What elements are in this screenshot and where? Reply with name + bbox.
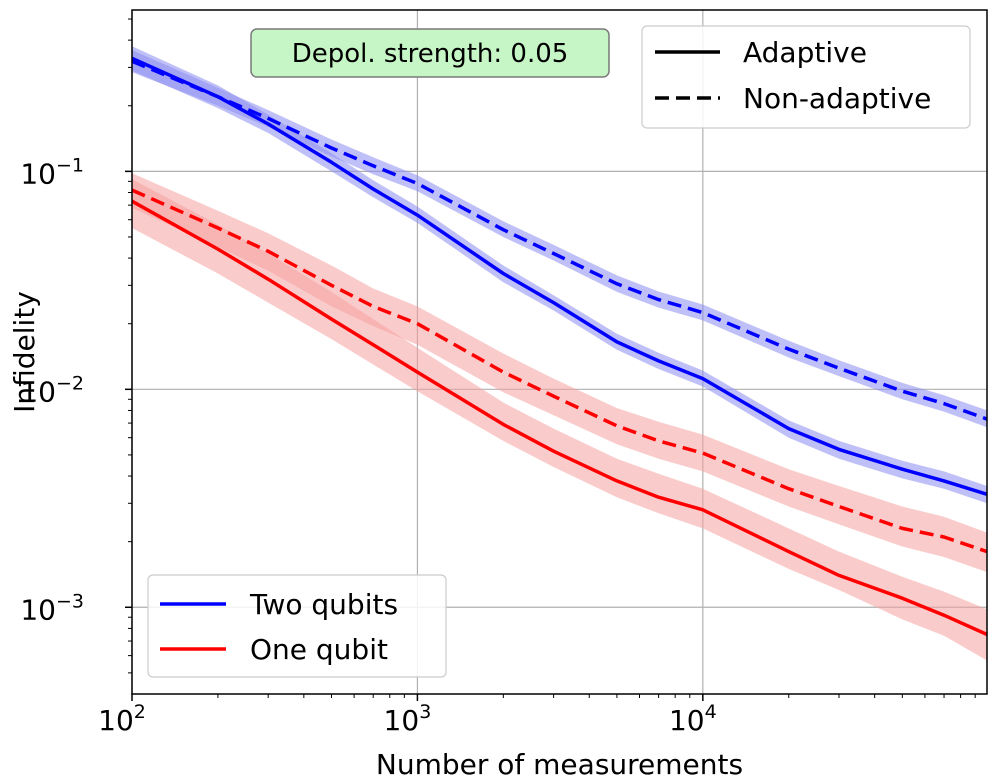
y-tick-label: 10−3 (20, 590, 84, 626)
annotation-text: Depol. strength: 0.05 (292, 39, 569, 69)
confidence-bands (132, 46, 987, 661)
y-axis-label: Infidelity (8, 291, 41, 413)
legend-qubits-box (147, 574, 447, 678)
band-two-qubits-non-adaptive (132, 50, 987, 428)
x-tick-label: 102 (98, 701, 146, 737)
series-two-qubits-non-adaptive (131, 59, 988, 421)
legend-one-qubit-label: One qubit (250, 633, 388, 666)
legend-style-box (641, 25, 971, 129)
x-tick-label: 103 (384, 701, 432, 737)
series-one-qubit-adaptive (131, 199, 988, 637)
axis-ticks: 102 103 104 10−3 10−2 10−1 (20, 18, 976, 737)
series-lines (131, 56, 988, 637)
annotation-box (250, 28, 610, 78)
plot-frame (131, 9, 988, 695)
x-tick-label: 104 (669, 701, 717, 737)
series-one-qubit-non-adaptive (131, 188, 988, 554)
legend-line-style: Adaptive Non-adaptive (641, 25, 971, 129)
x-axis-label: Number of measurements (376, 748, 743, 781)
legend-non-adaptive-label: Non-adaptive (743, 82, 931, 115)
y-tick-label: 10−1 (20, 154, 84, 190)
legend-qubits: Two qubits One qubit (147, 574, 447, 678)
legend-two-qubits-label: Two qubits (249, 588, 398, 621)
depol-strength-annotation: Depol. strength: 0.05 (250, 28, 610, 78)
band-one-qubit-non-adaptive (132, 173, 987, 573)
band-one-qubit-adaptive (132, 179, 987, 661)
legend-adaptive-label: Adaptive (743, 36, 867, 69)
series-two-qubits-adaptive (131, 56, 988, 496)
y-tick-label: 10−2 (20, 372, 84, 408)
